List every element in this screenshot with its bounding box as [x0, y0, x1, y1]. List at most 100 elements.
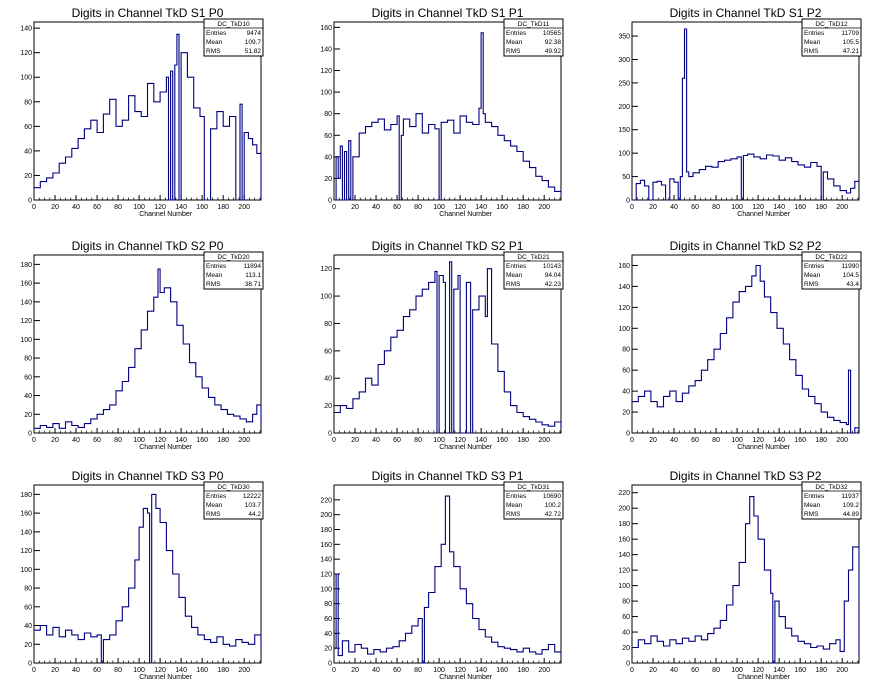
x-tick-label: 160 [196, 204, 208, 211]
y-tick-label: 40 [24, 623, 32, 630]
x-tick-label: 0 [630, 437, 634, 444]
x-tick-label: 80 [414, 437, 422, 444]
y-tick-label: 120 [320, 572, 332, 579]
stats-label: Entries [804, 30, 825, 37]
stats-label: RMS [804, 511, 819, 518]
x-tick-label: 0 [32, 437, 36, 444]
x-tick-label: 100 [433, 204, 445, 211]
x-axis-label: Channel Number [737, 444, 791, 451]
stats-value: 51.82 [245, 48, 262, 55]
y-tick-label: 140 [20, 529, 32, 536]
x-tick-label: 0 [32, 204, 36, 211]
x-tick-label: 180 [217, 204, 229, 211]
chart-title: Digits in Channel TkD S1 P1 [372, 6, 524, 20]
y-tick-label: 80 [24, 586, 32, 593]
stats-label: RMS [804, 48, 819, 55]
chart-title: Digits in Channel TkD S3 P0 [72, 469, 224, 483]
stats-value: 12222 [243, 493, 261, 500]
y-tick-label: 200 [618, 104, 630, 111]
x-tick-label: 180 [815, 437, 827, 444]
y-tick-label: 80 [24, 99, 32, 106]
y-tick-label: 20 [622, 410, 630, 417]
x-axis-label: Channel Number [737, 674, 791, 681]
stats-label: Mean [804, 39, 821, 46]
y-tick-label: 140 [618, 552, 630, 559]
x-tick-label: 120 [454, 667, 466, 674]
x-tick-label: 80 [712, 204, 720, 211]
y-tick-label: 40 [622, 389, 630, 396]
x-axis-label: Channel Number [139, 674, 193, 681]
y-tick-label: 0 [28, 431, 32, 438]
x-tick-label: 200 [538, 204, 550, 211]
y-tick-label: 100 [320, 90, 332, 97]
x-tick-label: 200 [538, 667, 550, 674]
stats-name: DC_TkD10 [217, 21, 250, 28]
plot-frame [33, 484, 262, 664]
y-tick-label: 80 [622, 599, 630, 606]
x-axis-label: Channel Number [439, 444, 493, 451]
x-axis-label: Channel Number [439, 211, 493, 218]
histogram-panel: Digits in Channel TkD S3 P0 0 20 40 60 80 100 1… [20, 469, 264, 681]
x-tick-label: 180 [517, 437, 529, 444]
y-tick-label: 0 [626, 661, 630, 668]
y-tick-label: 0 [626, 198, 630, 205]
y-tick-label: 20 [24, 642, 32, 649]
chart-title: Digits in Channel TkD S1 P2 [670, 6, 822, 20]
stats-value: 104.5 [843, 272, 860, 279]
stats-name: DC_TkD31 [517, 484, 550, 491]
x-tick-label: 120 [752, 667, 764, 674]
y-tick-label: 20 [24, 173, 32, 180]
y-tick-label: 140 [618, 284, 630, 291]
x-tick-label: 60 [93, 437, 101, 444]
x-tick-label: 0 [332, 667, 336, 674]
y-tick-label: 120 [20, 50, 32, 57]
histogram-line [34, 33, 262, 201]
y-tick-label: 120 [20, 318, 32, 325]
stats-value: 109.7 [245, 39, 262, 46]
x-tick-label: 40 [372, 437, 380, 444]
x-tick-label: 140 [773, 204, 785, 211]
histogram-line [632, 496, 860, 664]
stats-box [801, 481, 862, 520]
y-tick-label: 160 [20, 511, 32, 518]
stats-label: Mean [206, 39, 223, 46]
x-tick-label: 120 [154, 437, 166, 444]
x-tick-label: 20 [351, 204, 359, 211]
stats-name: DC_TkD32 [815, 484, 848, 491]
y-tick-label: 0 [328, 198, 332, 205]
stats-label: RMS [506, 511, 521, 518]
x-tick-label: 200 [836, 667, 848, 674]
y-tick-label: 60 [24, 374, 32, 381]
chart-title: Digits in Channel TkD S3 P1 [372, 469, 524, 483]
y-tick-label: 60 [324, 616, 332, 623]
y-tick-label: 100 [20, 75, 32, 82]
x-tick-label: 40 [372, 667, 380, 674]
x-tick-label: 160 [794, 667, 806, 674]
stats-value: 100.2 [545, 502, 562, 509]
y-tick-label: 150 [618, 127, 630, 134]
histogram-panel: Digits in Channel TkD S2 P0 0 20 40 60 80 100 1… [20, 239, 264, 451]
x-tick-label: 20 [51, 204, 59, 211]
y-tick-label: 140 [320, 46, 332, 53]
histogram-panel: Digits in Channel TkD S1 P2 0 20 40 60 80 100 1… [618, 6, 862, 218]
y-tick-label: 120 [20, 548, 32, 555]
x-tick-label: 100 [133, 204, 145, 211]
stats-label: Entries [206, 30, 227, 37]
x-tick-label: 120 [752, 437, 764, 444]
x-tick-label: 80 [114, 437, 122, 444]
y-tick-label: 120 [618, 305, 630, 312]
x-tick-label: 160 [196, 667, 208, 674]
y-tick-label: 20 [622, 645, 630, 652]
y-tick-label: 180 [20, 262, 32, 269]
y-tick-label: 60 [24, 604, 32, 611]
stats-name: DC_TkD20 [217, 254, 250, 261]
x-tick-label: 0 [332, 204, 336, 211]
y-tick-label: 80 [324, 111, 332, 118]
y-tick-label: 350 [618, 34, 630, 41]
x-tick-label: 140 [475, 204, 487, 211]
x-tick-label: 100 [731, 667, 743, 674]
x-tick-label: 0 [32, 667, 36, 674]
stats-box [503, 481, 564, 520]
y-tick-label: 40 [324, 376, 332, 383]
